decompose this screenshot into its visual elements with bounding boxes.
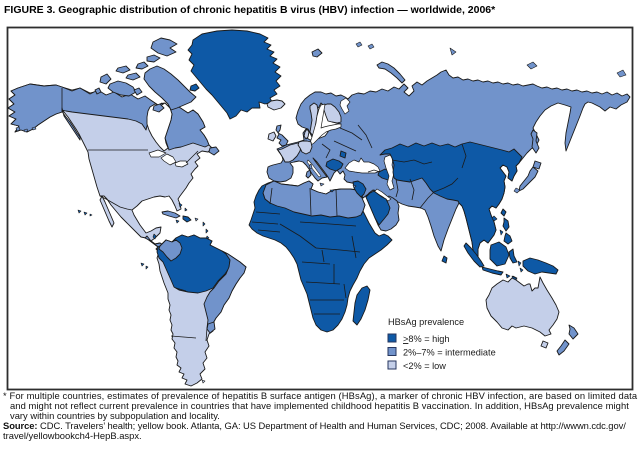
- svg-text:HBsAg prevalence: HBsAg prevalence: [388, 317, 464, 327]
- svg-text:<2% = low: <2% = low: [403, 361, 446, 371]
- svg-text:2%–7% = intermediate: 2%–7% = intermediate: [403, 348, 496, 358]
- svg-text:>8% = high: >8% = high: [403, 334, 450, 344]
